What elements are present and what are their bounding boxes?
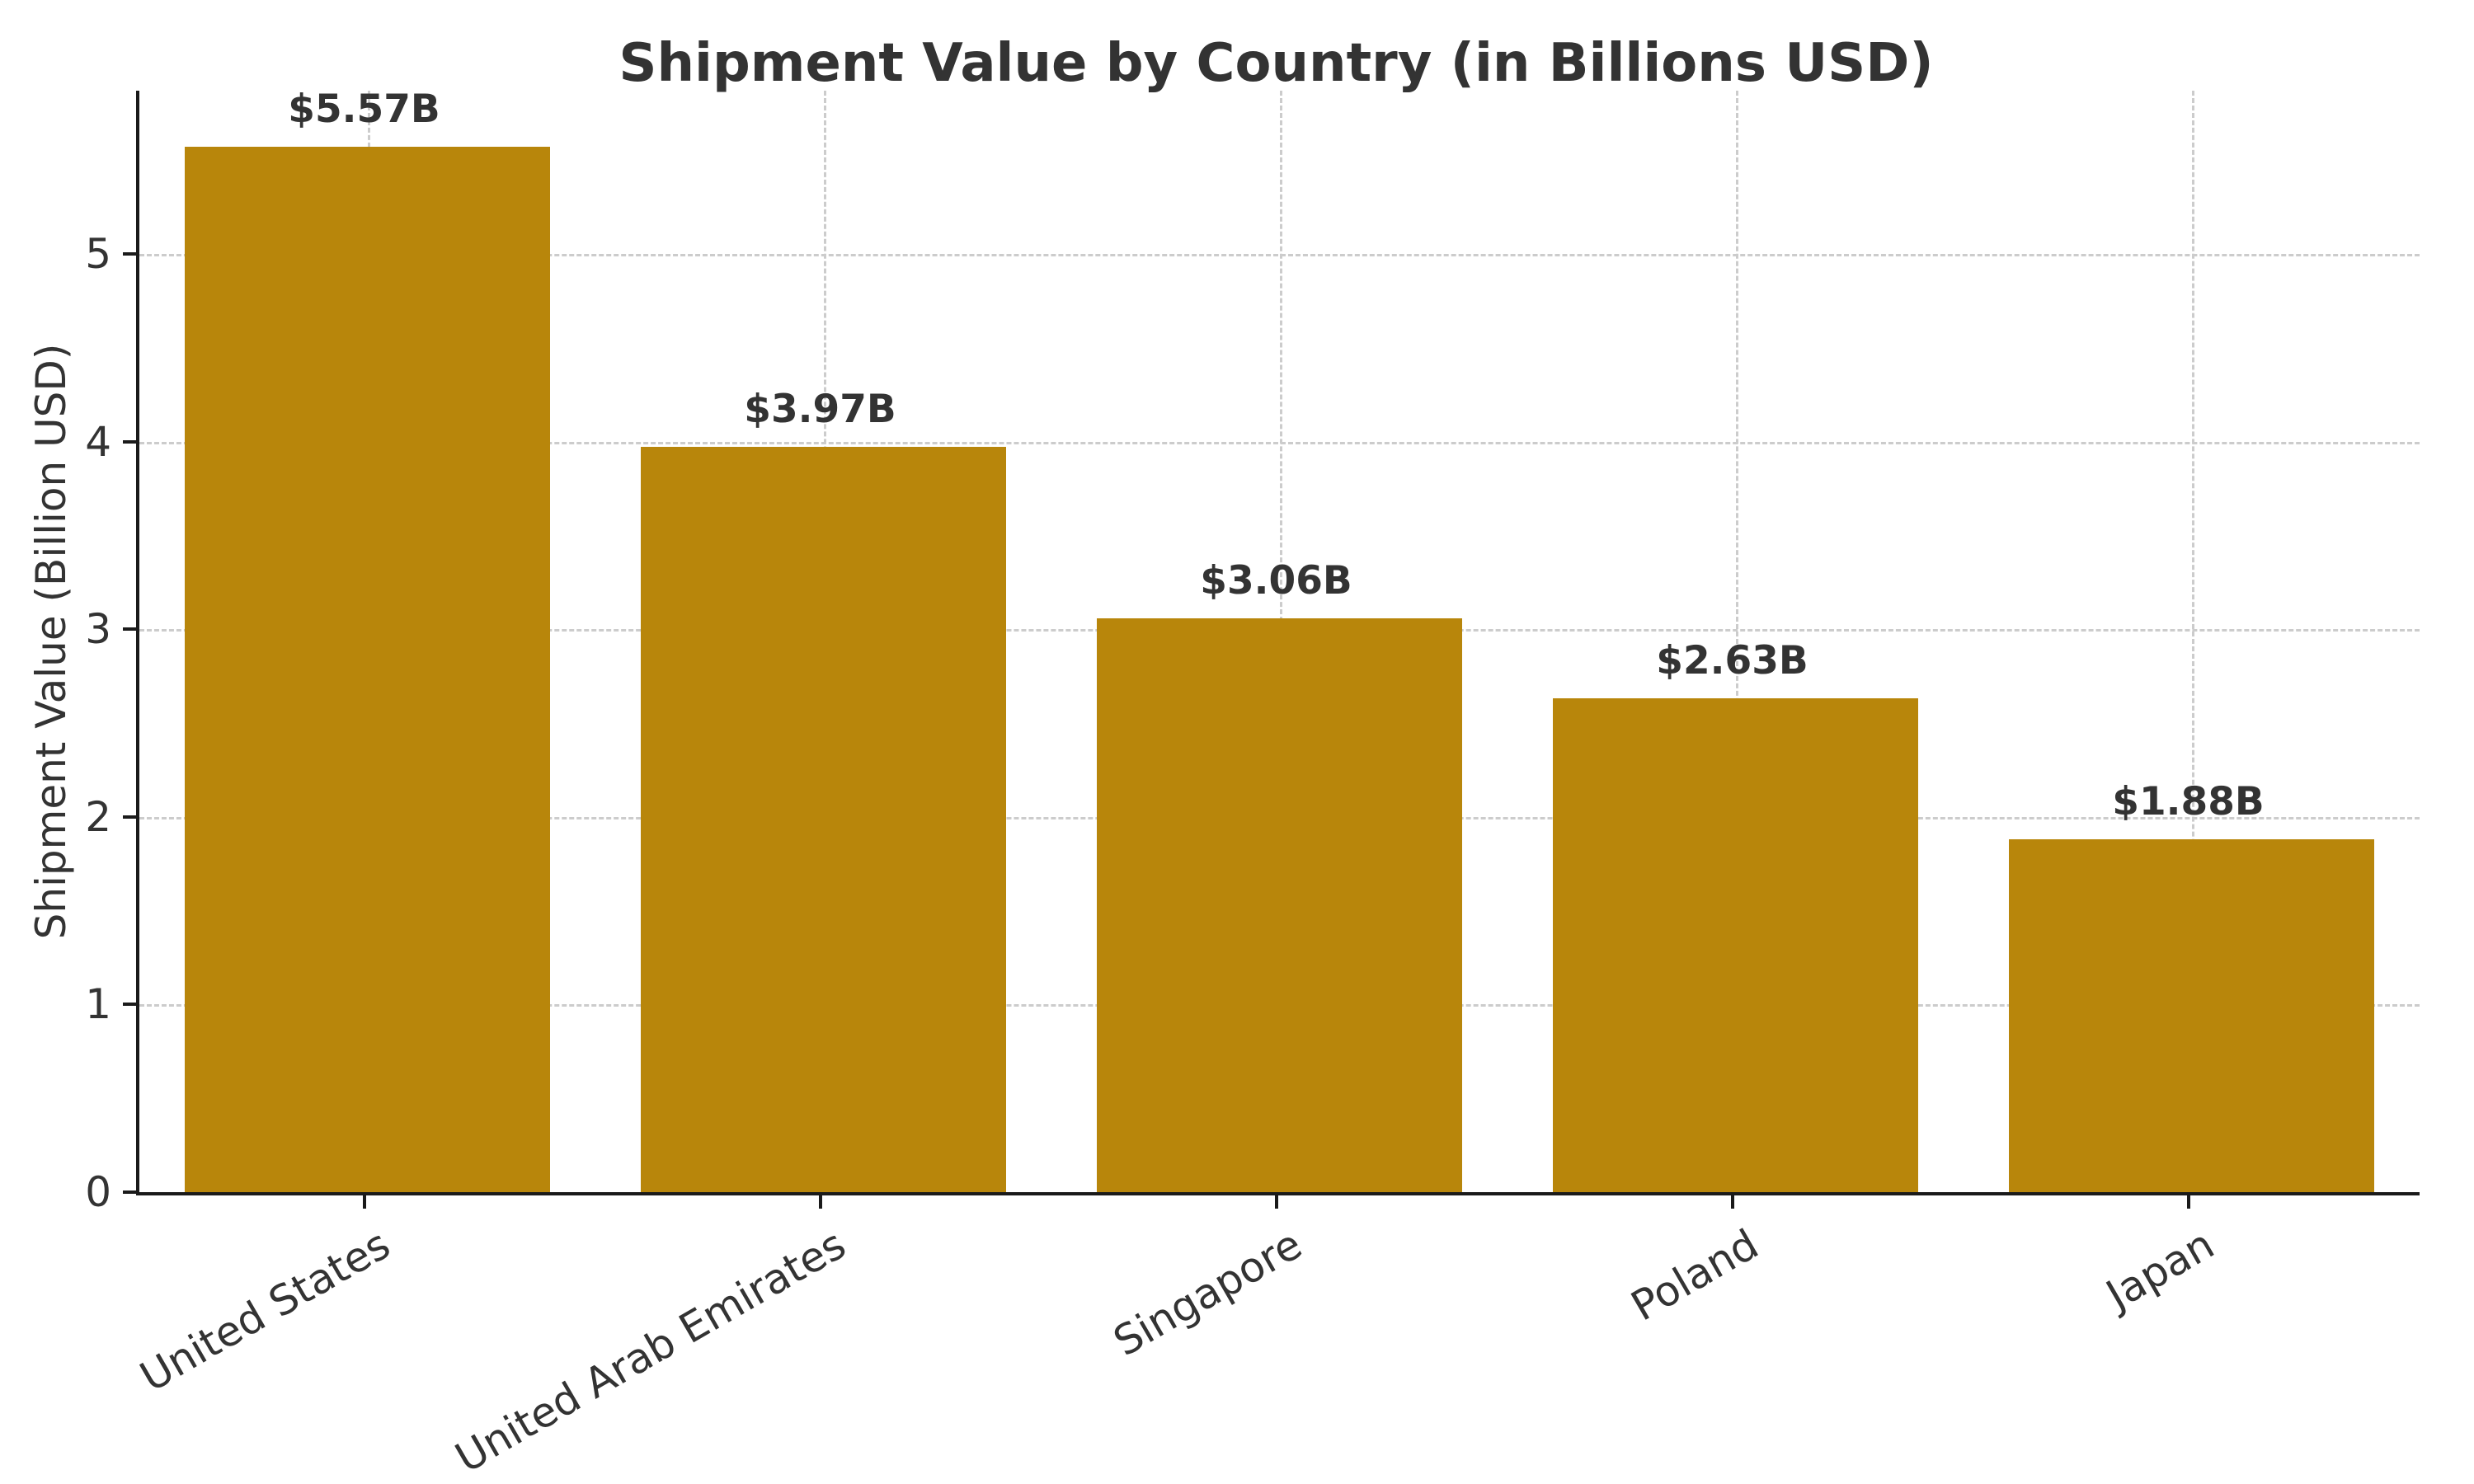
x-tick-mark (1730, 1195, 1734, 1209)
vertical-gridline (1735, 91, 1738, 1192)
bar-value-label: $5.57B (288, 87, 440, 133)
y-tick-label: 2 (85, 792, 111, 841)
y-tick-mark (123, 1003, 136, 1007)
bar-value-label: $1.88B (2112, 779, 2265, 825)
y-tick-label: 5 (85, 230, 111, 278)
x-tick-label: United States (132, 1220, 398, 1402)
x-tick-label: Singapore (1106, 1220, 1310, 1366)
chart-title: Shipment Value by Country (in Billions U… (618, 33, 1934, 94)
x-tick-mark (1274, 1195, 1278, 1209)
bar (1553, 698, 1918, 1192)
x-tick-mark (818, 1195, 822, 1209)
bar (2009, 839, 2374, 1192)
x-tick-mark (362, 1195, 366, 1209)
y-tick-mark (123, 252, 136, 256)
bar-value-label: $2.63B (1656, 638, 1808, 684)
y-tick-label: 3 (85, 605, 111, 654)
bar-value-label: $3.97B (744, 387, 896, 433)
bar (1097, 618, 1462, 1192)
x-tick-label: Japan (2098, 1220, 2222, 1319)
bar (185, 147, 550, 1192)
y-tick-mark (123, 627, 136, 632)
y-tick-mark (123, 815, 136, 819)
y-axis-title: Shipment Value (Billion USD) (27, 343, 75, 940)
x-tick-mark (2186, 1195, 2190, 1209)
x-tick-label: United Arab Emirates (448, 1220, 854, 1482)
bar-value-label: $3.06B (1200, 557, 1352, 603)
plot-area (136, 91, 2420, 1195)
vertical-gridline (2191, 91, 2194, 1192)
y-tick-mark (123, 1190, 136, 1194)
bar (641, 447, 1006, 1192)
y-tick-label: 1 (85, 980, 111, 1029)
y-tick-label: 0 (85, 1168, 111, 1216)
x-tick-label: Poland (1622, 1220, 1766, 1331)
y-tick-label: 4 (85, 417, 111, 466)
y-tick-mark (123, 439, 136, 444)
